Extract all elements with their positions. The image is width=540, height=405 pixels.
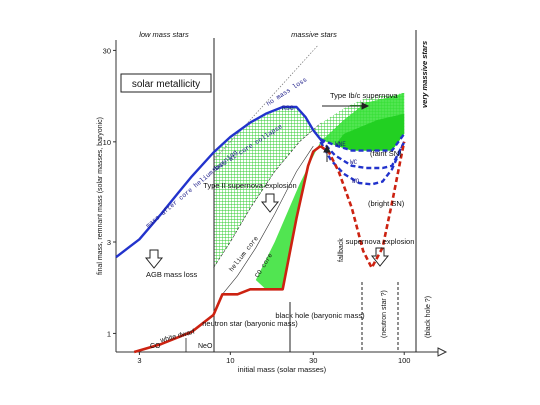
series-line-3	[319, 141, 406, 186]
label-supernova-explosion: supernova explosion	[346, 237, 415, 246]
arrows	[144, 102, 399, 352]
label-rsg: RSG	[282, 105, 294, 112]
y-tick-label: 30	[103, 46, 111, 55]
label-co: CO	[150, 343, 161, 350]
label-neo: NeO	[198, 343, 213, 350]
label-faint-sn: (faint SN)	[370, 149, 402, 158]
y-tick-label: 3	[107, 238, 111, 247]
x-axis-title: initial mass (solar masses)	[238, 365, 327, 374]
y-axis-title: final mass, remnant mass (solar masses, …	[97, 117, 104, 275]
label-black-hole-q: (black hole ?)	[425, 296, 432, 338]
green-region-upper	[335, 113, 405, 151]
x-axis-arrow	[437, 347, 448, 357]
series-line-2	[319, 138, 406, 170]
x-tick-label: 100	[398, 356, 411, 365]
arrow-fallback-head	[323, 144, 331, 153]
y-tick-label: 10	[103, 138, 111, 147]
co-core-line	[222, 145, 314, 295]
arrow-type-ii	[260, 193, 280, 213]
label-type-ibc: Type Ib/c supernova	[330, 91, 398, 100]
helium-core-line	[213, 123, 321, 268]
arrow-agb	[144, 249, 164, 269]
series-line-0	[115, 105, 322, 259]
label-black-hole: black hole (baryonic mass)	[275, 311, 365, 320]
arrow-type-ibc-head	[361, 102, 370, 110]
top-label-very-massive: very massive stars	[420, 41, 429, 108]
label-wne: WNE	[335, 141, 346, 148]
no-mass-loss-line	[213, 44, 319, 161]
series-line-5	[319, 141, 406, 270]
series-lines	[115, 105, 406, 354]
plot-frame	[115, 30, 448, 357]
chart-title: solar metallicity	[132, 79, 200, 90]
x-tick-label: 10	[226, 356, 234, 365]
label-bright-sn: (bright SN)	[368, 199, 405, 208]
x-tick-label: 30	[309, 356, 317, 365]
label-white-dwarf: white dwarf	[159, 329, 196, 345]
x-tick-label: 3	[137, 356, 141, 365]
label-neutron-star: neutron star (baryonic mass)	[202, 319, 298, 328]
label-agb: AGB mass loss	[146, 270, 198, 279]
top-label-low-mass: low mass stars	[139, 30, 189, 39]
arrow-supernova	[370, 247, 390, 267]
label-wo: WO	[352, 178, 360, 185]
label-helium-core: helium core	[228, 235, 260, 273]
label-neutron-star-q: (neutron star ?)	[381, 290, 388, 338]
label-type-ii: Type II supernova explosion	[203, 181, 296, 190]
label-fallback: fallback	[338, 238, 345, 262]
title-box	[120, 73, 212, 93]
series-line-4	[133, 145, 322, 354]
series-line-1	[320, 133, 406, 152]
label-wc: WC	[350, 159, 358, 166]
axis-ticks: 3 10 30 100 1 3 10 30	[103, 46, 411, 365]
top-label-massive: massive stars	[291, 30, 337, 39]
y-tick-label: 1	[107, 329, 111, 338]
chart-regions	[213, 44, 405, 295]
label-no-mass-loss: no mass loss	[265, 76, 308, 107]
